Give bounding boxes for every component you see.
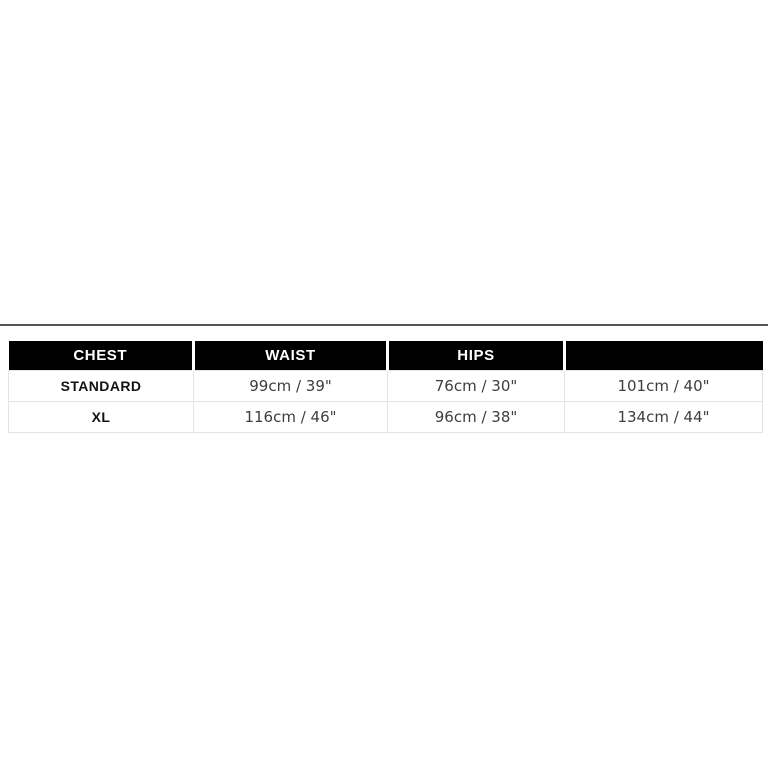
table-header-row: CHEST WAIST HIPS xyxy=(8,341,763,371)
cell-xl-waist: 116cm / 46" xyxy=(193,401,388,433)
column-header-blank xyxy=(563,341,763,371)
section-divider xyxy=(0,324,768,326)
cell-standard-last: 101cm / 40" xyxy=(564,370,763,402)
cell-xl-last: 134cm / 44" xyxy=(564,401,763,433)
cell-standard-hips: 76cm / 30" xyxy=(387,370,565,402)
column-header-hips: HIPS xyxy=(386,341,565,371)
table-row-standard: STANDARD 99cm / 39" 76cm / 30" 101cm / 4… xyxy=(8,370,763,402)
row-label-xl: XL xyxy=(8,401,194,433)
size-chart-table: CHEST WAIST HIPS STANDARD 99cm / 39" 76c… xyxy=(8,341,763,433)
row-label-standard: STANDARD xyxy=(8,370,194,402)
table-row-xl: XL 116cm / 46" 96cm / 38" 134cm / 44" xyxy=(8,401,763,433)
cell-xl-hips: 96cm / 38" xyxy=(387,401,565,433)
column-header-chest: CHEST xyxy=(8,341,194,371)
column-header-waist: WAIST xyxy=(192,341,388,371)
cell-standard-waist: 99cm / 39" xyxy=(193,370,388,402)
